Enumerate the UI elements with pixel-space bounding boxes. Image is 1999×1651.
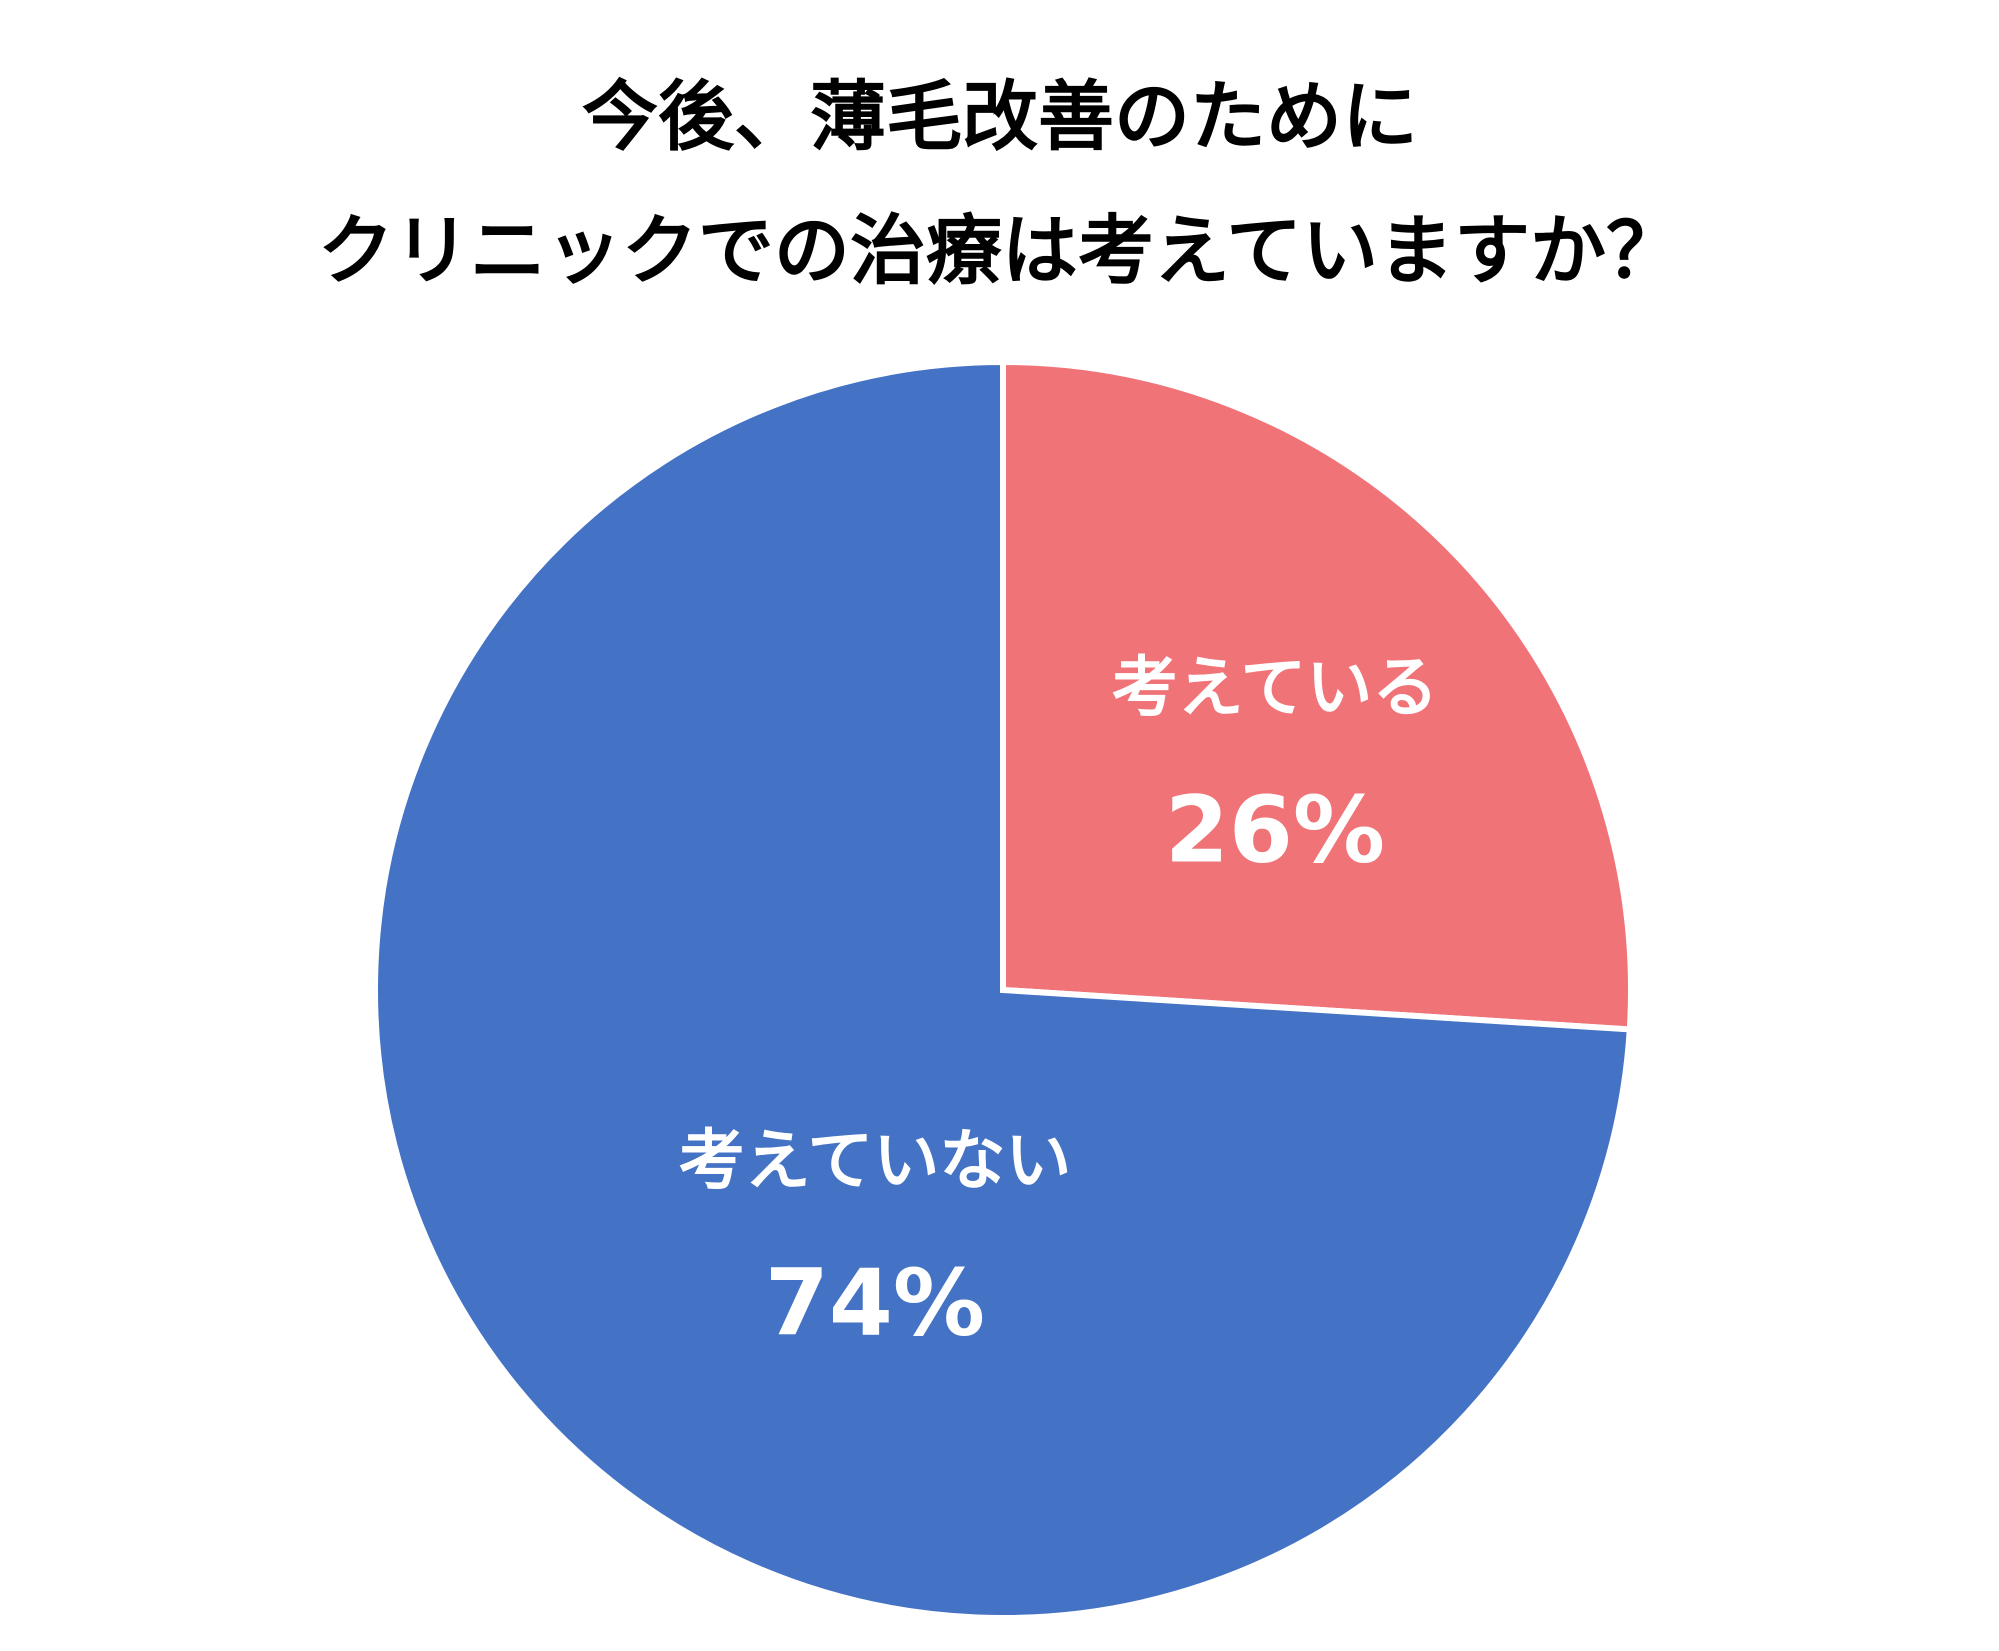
chart-title: 今後、薄毛改善のために bbox=[582, 72, 1418, 161]
pie-slice bbox=[372, 358, 1633, 1621]
labels: 考えている 26% 考えていない 74% bbox=[679, 649, 1439, 1356]
pie bbox=[372, 358, 1634, 1621]
chart-title: クリニックでの治療は考えていますか？ bbox=[318, 206, 1682, 295]
slice-value-label: 74% bbox=[765, 1249, 985, 1356]
slice-value-label: 26% bbox=[1165, 776, 1385, 883]
slice-category-label: 考えている bbox=[1112, 649, 1439, 726]
pie-slice bbox=[1000, 358, 1634, 1033]
slice-category-label: 考えていない bbox=[679, 1122, 1072, 1199]
